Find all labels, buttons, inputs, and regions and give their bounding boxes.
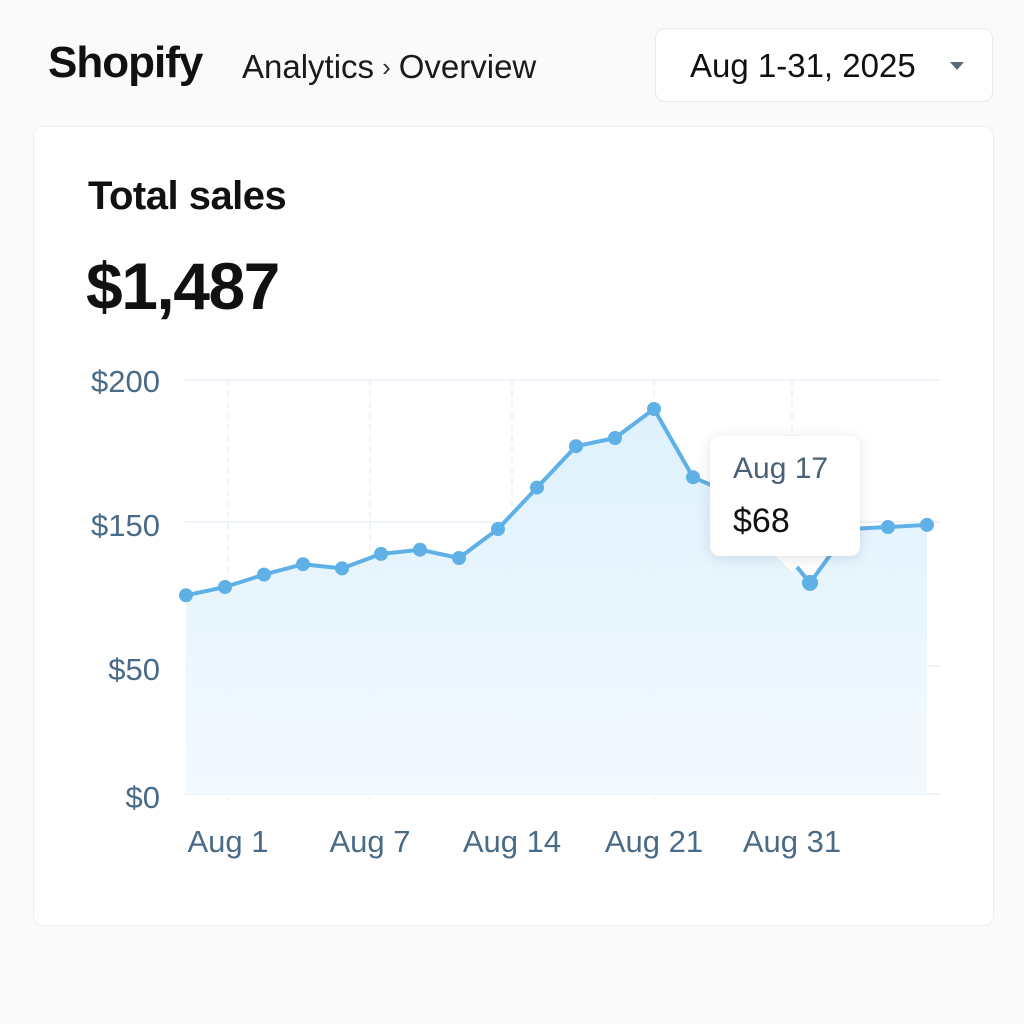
data-point[interactable] <box>452 551 466 565</box>
data-point[interactable] <box>686 470 700 485</box>
date-range-label: Aug 1-31, 2025 <box>690 47 916 84</box>
data-point-highlighted[interactable] <box>802 574 818 591</box>
card-title: Total sales <box>88 174 287 218</box>
data-point[interactable] <box>335 561 349 576</box>
total-sales-value: $1,487 <box>86 249 280 323</box>
data-point[interactable] <box>218 580 232 594</box>
tooltip-pointer <box>776 556 808 572</box>
data-point[interactable] <box>374 546 388 561</box>
chevron-right-icon: › <box>382 51 391 82</box>
data-point[interactable] <box>608 431 622 445</box>
breadcrumb-analytics-link[interactable]: Analytics <box>242 48 375 85</box>
data-point[interactable] <box>179 588 193 603</box>
y-tick-label: $50 <box>108 652 160 687</box>
data-point[interactable] <box>881 520 895 534</box>
x-axis-labels: Aug 1 Aug 7 Aug 14 Aug 21 Aug 31 <box>187 824 841 859</box>
tooltip-date: Aug 17 <box>733 452 829 485</box>
data-point[interactable] <box>647 402 661 416</box>
data-point[interactable] <box>257 567 271 582</box>
y-tick-label: $200 <box>91 364 160 399</box>
y-tick-label: $150 <box>91 508 160 543</box>
data-point[interactable] <box>569 439 583 454</box>
data-point[interactable] <box>296 557 310 572</box>
breadcrumb: Analytics › Overview <box>242 48 536 86</box>
data-point[interactable] <box>530 480 544 495</box>
chart-tooltip: Aug 17 $68 <box>710 436 860 556</box>
x-tick-label: Aug 21 <box>605 824 703 859</box>
chart-points <box>179 402 934 603</box>
data-point[interactable] <box>413 542 427 557</box>
x-tick-label: Aug 7 <box>329 824 410 859</box>
top-bar: Shopify Analytics › Overview <box>0 0 1024 120</box>
brand-logo[interactable]: Shopify <box>48 38 203 87</box>
x-tick-label: Aug 1 <box>187 824 268 859</box>
data-point[interactable] <box>920 517 934 532</box>
y-tick-label: $0 <box>126 780 160 815</box>
x-tick-label: Aug 14 <box>463 824 561 859</box>
date-range-picker[interactable]: Aug 1-31, 2025 <box>655 28 993 102</box>
x-tick-label: Aug 31 <box>743 824 841 859</box>
data-point[interactable] <box>491 522 505 536</box>
tooltip-value: $68 <box>733 502 790 540</box>
chevron-down-icon[interactable] <box>950 62 964 70</box>
breadcrumb-overview: Overview <box>398 48 537 85</box>
y-axis-labels: $200 $150 $50 $0 <box>91 364 160 815</box>
